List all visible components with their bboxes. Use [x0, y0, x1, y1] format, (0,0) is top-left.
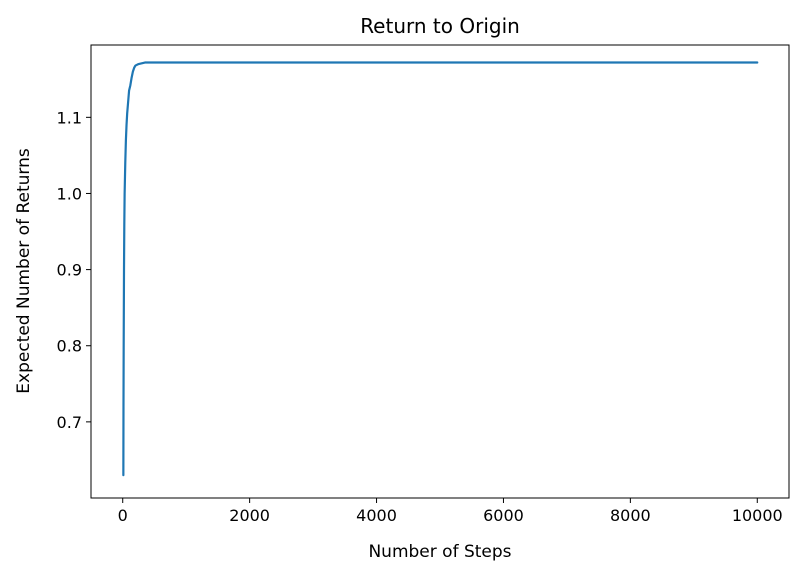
chart-title: Return to Origin	[360, 14, 520, 38]
x-tick-label: 4000	[356, 506, 397, 525]
y-tick-label: 0.9	[57, 261, 82, 280]
y-tick-label: 1.1	[57, 108, 82, 127]
y-axis-label: Expected Number of Returns	[14, 148, 34, 394]
plot-frame	[90, 44, 790, 499]
x-tick-label: 6000	[483, 506, 524, 525]
x-tick-label: 2000	[229, 506, 270, 525]
y-tick-label: 1.0	[57, 184, 82, 203]
x-tick-label: 0	[118, 506, 128, 525]
series-line-0	[122, 61, 759, 477]
y-tick-label: 0.7	[57, 413, 82, 432]
y-tick-label: 0.8	[57, 337, 82, 356]
x-tick-label: 8000	[610, 506, 651, 525]
x-tick-label: 10000	[732, 506, 783, 525]
x-axis-label: Number of Steps	[368, 542, 511, 562]
